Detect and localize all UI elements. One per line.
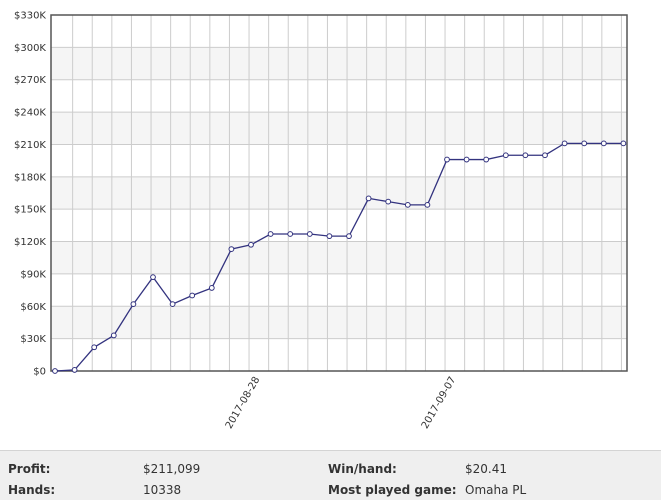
grid-band (51, 112, 627, 145)
data-point (110, 332, 117, 339)
y-tick-label: $150K (14, 205, 46, 216)
data-point (91, 344, 98, 351)
data-point (169, 301, 176, 308)
y-tick-label: $240K (14, 108, 46, 119)
hands-label: Hands: (8, 483, 56, 497)
y-tick-label: $30K (20, 334, 46, 345)
data-point (208, 285, 215, 291)
win-per-hand-value: $20.41 (465, 462, 507, 476)
y-tick-label: $90K (20, 269, 46, 280)
y-tick-label: $120K (14, 237, 46, 248)
y-tick-label: $180K (14, 172, 46, 183)
plot-frame (50, 14, 628, 372)
profit-label: Profit: (8, 462, 51, 476)
y-tick-label: $300K (14, 43, 46, 54)
data-point (463, 156, 470, 163)
data-point (483, 156, 490, 163)
data-point (150, 274, 156, 281)
data-point (228, 246, 235, 252)
data-point (444, 156, 450, 163)
grid-band (51, 241, 627, 274)
data-point (542, 152, 548, 159)
data-point (581, 140, 588, 147)
data-point (424, 201, 431, 208)
y-tick-label: $60K (20, 302, 46, 313)
data-point (189, 292, 196, 299)
data-point (620, 140, 627, 147)
y-tick-label: $210K (14, 140, 46, 151)
grid-band (51, 306, 627, 339)
data-point (365, 195, 372, 202)
data-point (52, 368, 58, 374)
y-tick-label: $0 (33, 367, 46, 378)
most-played-game-value: Omaha PL (465, 483, 527, 497)
data-point (502, 152, 509, 159)
data-point (404, 201, 411, 208)
data-point (267, 231, 274, 237)
profit-chart: $0 $30K $60K $90K $120K $150K $180K $210K $240K $… (13, 10, 628, 431)
data-point (130, 301, 137, 308)
data-point (287, 231, 294, 237)
data-point (385, 198, 392, 205)
series-line (54, 142, 624, 372)
chart-svg: $0 $30K $60K $90K $120K $150K $180K $210K $240K $… (14, 11, 628, 431)
x-tick-label: 2017-08-28 (224, 375, 263, 431)
data-point (306, 231, 313, 237)
x-tick-label: 2017-09-07 (420, 375, 459, 431)
y-tick-label: $330K (14, 11, 46, 22)
grid-band (51, 176, 627, 210)
most-played-game-label: Most played game: (328, 483, 457, 497)
data-point (522, 152, 529, 159)
data-point (346, 233, 352, 240)
data-point (600, 140, 607, 147)
stats-panel: Profit: $211,099 Win/hand: $20.41 Hands:… (0, 450, 661, 500)
data-point (561, 140, 568, 147)
win-per-hand-label: Win/hand: (328, 462, 397, 476)
hands-value: 10338 (143, 483, 182, 497)
data-point (248, 241, 254, 248)
data-point (71, 367, 78, 373)
profit-value: $211,099 (143, 462, 201, 476)
y-tick-label: $270K (14, 75, 46, 86)
data-point (326, 233, 333, 240)
grid-band (51, 47, 627, 80)
